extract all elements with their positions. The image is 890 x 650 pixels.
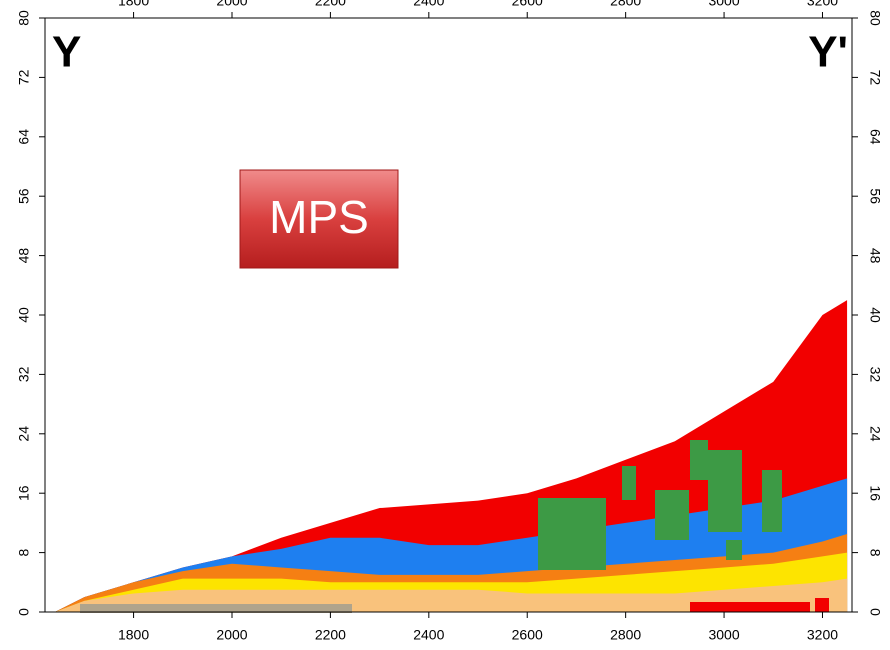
y-tick-label: 56: [16, 188, 32, 204]
y-tick-label-right: 24: [867, 426, 883, 442]
x-tick-label-top: 2600: [512, 0, 543, 9]
x-tick-label: 2600: [512, 627, 543, 643]
x-tick-label: 3000: [708, 627, 739, 643]
green-block: [622, 466, 636, 500]
y-tick-label: 48: [16, 248, 32, 264]
x-tick-label: 2800: [610, 627, 641, 643]
green-block: [726, 540, 742, 560]
corner-label-right: Y': [808, 28, 848, 77]
x-tick-label-top: 2000: [216, 0, 247, 9]
chart: 1800180020002000220022002400240026002600…: [0, 0, 890, 650]
green-block: [708, 450, 742, 532]
x-tick-label-top: 3200: [807, 0, 838, 9]
x-tick-label: 2000: [216, 627, 247, 643]
y-tick-label: 24: [16, 426, 32, 442]
y-tick-label: 8: [16, 548, 32, 556]
x-tick-label-top: 2800: [610, 0, 641, 9]
y-tick-label-right: 72: [867, 70, 883, 86]
y-tick-label: 16: [16, 485, 32, 501]
red-lens: [815, 598, 829, 612]
x-tick-label-top: 3000: [708, 0, 739, 9]
x-tick-label: 2400: [413, 627, 444, 643]
y-tick-label: 0: [16, 608, 32, 616]
page: {"chart_data": {"type": "area", "corner_…: [0, 0, 890, 650]
y-tick-label-right: 32: [867, 367, 883, 383]
x-tick-label-top: 1800: [118, 0, 149, 9]
y-tick-label-right: 48: [867, 248, 883, 264]
badge-text: MPS: [269, 191, 369, 243]
y-tick-label: 40: [16, 307, 32, 323]
y-tick-label: 64: [16, 129, 32, 145]
y-tick-label: 72: [16, 69, 32, 85]
x-tick-label-top: 2400: [413, 0, 444, 9]
badge: MPS: [240, 170, 398, 268]
x-tick-label-top: 2200: [315, 0, 346, 9]
x-tick-label: 2200: [315, 627, 346, 643]
corner-label-left: Y: [52, 28, 81, 77]
green-block: [690, 440, 708, 480]
y-tick-label-right: 40: [867, 307, 883, 323]
y-tick-label-right: 64: [867, 129, 883, 145]
y-tick-label: 80: [16, 10, 32, 26]
y-tick-label-right: 80: [867, 10, 883, 26]
x-tick-label: 1800: [118, 627, 149, 643]
green-block: [538, 498, 606, 570]
y-tick-label: 32: [16, 366, 32, 382]
y-tick-label-right: 16: [867, 485, 883, 501]
green-block: [762, 470, 782, 532]
y-tick-label-right: 8: [867, 549, 883, 557]
red-lens: [690, 602, 810, 612]
green-block: [655, 490, 689, 540]
y-tick-label-right: 0: [867, 608, 883, 616]
y-tick-label-right: 56: [867, 188, 883, 204]
x-tick-label: 3200: [807, 627, 838, 643]
